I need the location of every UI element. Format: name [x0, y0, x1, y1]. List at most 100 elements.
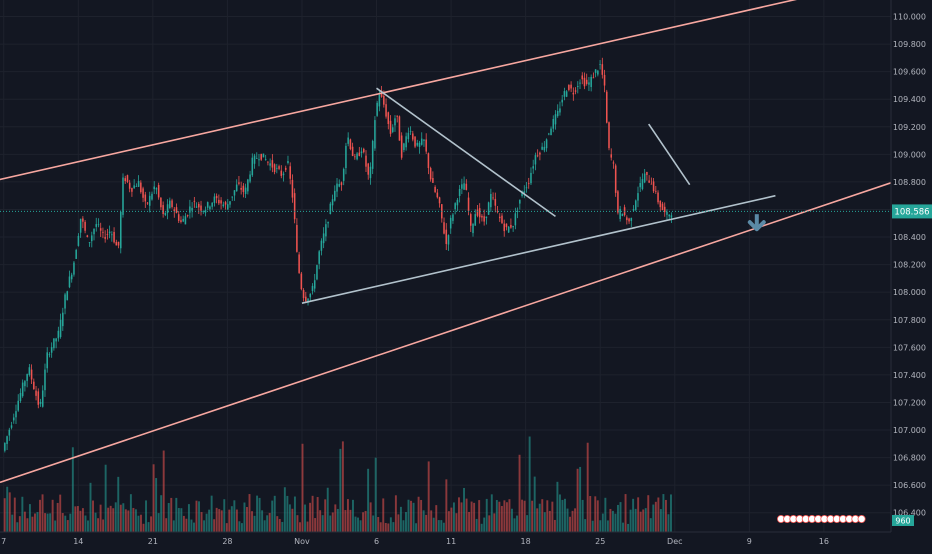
- volume-bar: [394, 495, 397, 532]
- time-axis-background[interactable]: [0, 532, 891, 550]
- candle-body: [35, 390, 37, 396]
- candle-body: [57, 330, 60, 339]
- volume-bar: [440, 520, 443, 532]
- candle-body: [646, 171, 648, 175]
- candle-body: [276, 167, 278, 169]
- volume-bar: [495, 500, 498, 532]
- event-marker[interactable]: [857, 515, 866, 524]
- candle-body: [296, 225, 298, 252]
- candle-body: [211, 202, 213, 207]
- candle-body: [463, 183, 465, 190]
- volume-bar: [114, 502, 117, 532]
- volume-bar: [137, 515, 140, 532]
- candle-body: [610, 154, 613, 158]
- trend-line-channel-upper: [0, 0, 798, 181]
- time-tick-label: 16: [819, 537, 829, 546]
- candle-body: [398, 116, 401, 141]
- candle-body: [198, 203, 200, 208]
- volume-bar: [185, 518, 188, 532]
- volume-bar: [349, 509, 352, 532]
- candle-body: [64, 294, 66, 309]
- volume-bar: [657, 497, 660, 532]
- price-axis-background[interactable]: [891, 0, 932, 550]
- price-tick-label: 109.400: [893, 95, 926, 104]
- volume-bar: [99, 504, 102, 532]
- candle-body: [316, 265, 318, 280]
- candle-body: [409, 130, 412, 132]
- candle-body: [97, 224, 100, 226]
- volume-bar: [124, 509, 127, 532]
- candle-body: [490, 194, 492, 208]
- volume-bar: [119, 504, 122, 532]
- volume-bar: [571, 510, 574, 532]
- event-markers[interactable]: [777, 515, 866, 524]
- candle-body: [396, 115, 398, 117]
- candle-body: [44, 369, 46, 391]
- candle-body: [365, 155, 367, 167]
- volume-bar: [89, 482, 92, 532]
- price-tick-label: 108.800: [893, 178, 926, 187]
- candle-body: [619, 208, 621, 219]
- candle-body: [356, 153, 358, 160]
- volume-bar: [6, 486, 9, 532]
- volume-bar: [594, 496, 597, 532]
- candle-body: [597, 70, 599, 75]
- volume-bar: [470, 501, 473, 532]
- candle-body: [445, 229, 448, 244]
- volume-bar: [129, 494, 132, 532]
- volume-bar: [458, 497, 460, 532]
- candle-body: [572, 92, 575, 95]
- candle-body: [387, 112, 390, 124]
- volume-bar: [54, 520, 57, 532]
- candle-body: [378, 94, 381, 107]
- volume-bar: [367, 468, 370, 532]
- candle-body: [583, 77, 586, 87]
- candle-body: [367, 163, 370, 175]
- volume-bar: [435, 505, 438, 532]
- candle-body: [148, 195, 151, 206]
- candle-body: [666, 211, 668, 215]
- candle-body: [126, 175, 129, 182]
- time-tick-label: 14: [73, 537, 83, 546]
- volume-bar: [190, 519, 193, 532]
- volume-bar: [291, 508, 294, 532]
- volume-bar: [410, 500, 412, 532]
- volume-bar: [36, 512, 39, 532]
- volume-bar: [450, 507, 453, 532]
- volume-bar: [3, 498, 6, 532]
- price-tick-label: 106.800: [893, 454, 926, 463]
- candle-body: [527, 183, 530, 185]
- time-tick-label: Dec: [667, 537, 682, 546]
- candle-body: [412, 133, 414, 140]
- volume-bar: [374, 457, 377, 532]
- volume-bar: [336, 508, 339, 532]
- volume-tag-background: [892, 515, 914, 526]
- volume-bar: [445, 479, 448, 532]
- candle-body: [82, 218, 84, 222]
- volume-bar: [46, 513, 49, 532]
- candle-body: [235, 184, 238, 192]
- candle-body: [46, 352, 48, 369]
- volume-bar: [601, 513, 604, 532]
- candle-body: [570, 84, 572, 89]
- candle-body: [169, 200, 171, 209]
- volume-tag: 960: [892, 515, 914, 526]
- candle-body: [258, 159, 260, 161]
- volume-bar: [569, 516, 571, 532]
- candle-body: [133, 185, 135, 189]
- candle-body: [322, 233, 325, 244]
- volume-bar: [586, 442, 589, 532]
- candle-body: [394, 118, 396, 126]
- price-tick-label: 106.600: [893, 481, 926, 490]
- candle-body: [171, 200, 173, 207]
- candle-body: [443, 222, 445, 234]
- volume-bar: [13, 497, 16, 532]
- candle-body: [670, 215, 673, 218]
- volume-bar: [377, 516, 380, 532]
- candle-body: [434, 186, 436, 193]
- candle-body: [436, 192, 439, 198]
- candle-body: [195, 206, 198, 208]
- volume-bar: [251, 511, 253, 532]
- trend-line-wedge-upper: [648, 123, 691, 186]
